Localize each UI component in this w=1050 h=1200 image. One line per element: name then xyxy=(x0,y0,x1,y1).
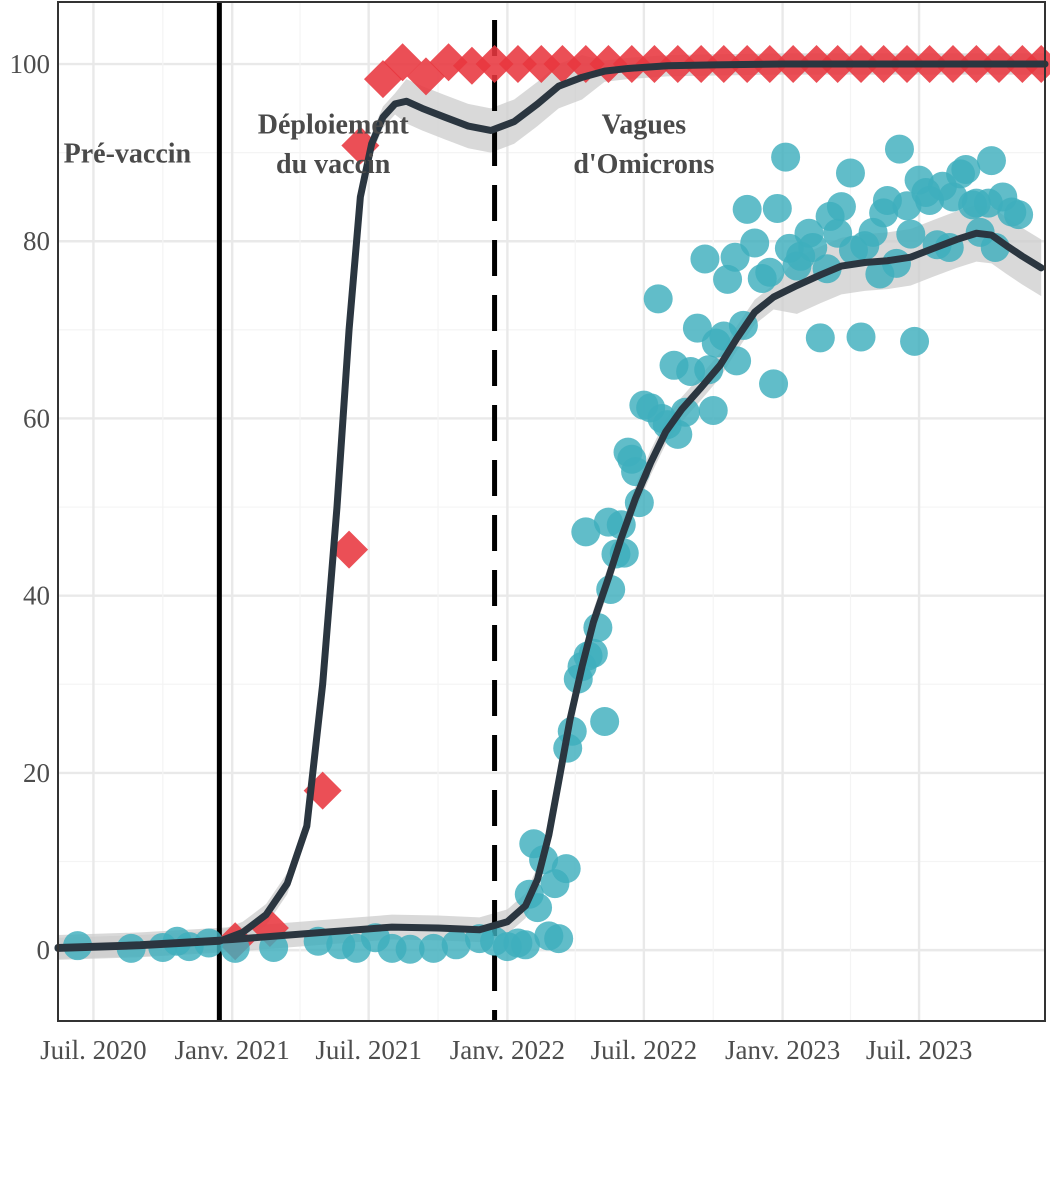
annotation-line: Déploiement xyxy=(258,110,410,141)
x-tick-label: Janv. 2023 xyxy=(725,1035,840,1065)
phase-annotations: Pré-vaccin Déploiement du vaccin Vagues d'Om… xyxy=(64,110,715,180)
circle-point xyxy=(395,934,425,964)
diamond-point xyxy=(612,45,651,84)
circle-point xyxy=(694,355,724,385)
circle-point xyxy=(732,194,762,224)
x-tick-label: Janv. 2021 xyxy=(175,1035,290,1065)
circle-point xyxy=(713,264,743,294)
y-tick-label: 80 xyxy=(23,226,50,256)
circle-point xyxy=(798,232,828,262)
circle-point xyxy=(441,930,471,960)
phase-dividers xyxy=(216,2,498,1021)
grid xyxy=(58,2,1045,1021)
circle-point xyxy=(590,707,620,737)
y-tick-label: 20 xyxy=(23,758,50,788)
x-tick-label: Juil. 2023 xyxy=(866,1035,973,1065)
data-points xyxy=(63,43,1050,964)
phase-annotation: Pré-vaccin xyxy=(64,138,192,169)
annotation-line: Pré-vaccin xyxy=(64,138,192,169)
diamond-point xyxy=(498,45,537,84)
circle-point xyxy=(805,323,835,353)
circle-point xyxy=(755,257,785,287)
circle-point xyxy=(835,158,865,188)
circle-point xyxy=(643,284,673,314)
circle-point xyxy=(698,395,728,425)
circle-point xyxy=(571,517,601,547)
circle-point xyxy=(551,854,581,884)
y-tick-label: 100 xyxy=(10,49,51,79)
circle-point xyxy=(544,924,574,954)
diamond-point xyxy=(475,45,514,84)
circle-point xyxy=(826,192,856,222)
annotation-line: d'Omicrons xyxy=(573,149,714,180)
circle-point xyxy=(762,193,792,223)
y-tick-label: 0 xyxy=(37,935,51,965)
trend-lines xyxy=(54,60,1049,952)
circle-point xyxy=(884,134,914,164)
x-tick-label: Juil. 2020 xyxy=(40,1035,147,1065)
diamond-point xyxy=(429,43,468,82)
circle-point xyxy=(896,219,926,249)
diamond-point xyxy=(330,530,369,569)
annotation-line: du vaccin xyxy=(276,149,391,180)
circle-point xyxy=(900,326,930,356)
axes: 0 20 40 60 80 100 Juil. 2020 Janv. 2021 Juil. 20… xyxy=(10,49,973,1065)
x-tick-label: Juil. 2021 xyxy=(315,1035,422,1065)
circle-point xyxy=(951,154,981,184)
x-tick-label: Janv. 2022 xyxy=(450,1035,565,1065)
circle-point xyxy=(846,322,876,352)
y-tick-label: 60 xyxy=(23,403,50,433)
trend-line xyxy=(54,60,1049,952)
phase-annotation: Déploiement du vaccin xyxy=(258,110,410,180)
circle-point xyxy=(976,146,1006,176)
circle-point xyxy=(510,930,540,960)
circle-point xyxy=(759,369,789,399)
diamond-point xyxy=(543,45,582,84)
phase-annotation: Vagues d'Omicrons xyxy=(573,110,714,180)
annotation-line: Vagues xyxy=(602,110,687,141)
trend-line xyxy=(54,229,1045,951)
circle-point xyxy=(771,142,801,172)
y-tick-label: 40 xyxy=(23,581,50,611)
diamond-point xyxy=(522,45,561,84)
diamond-point xyxy=(363,60,402,99)
circle-point xyxy=(690,244,720,274)
circle-point xyxy=(418,933,448,963)
diamond-point xyxy=(452,46,491,85)
plot-frame xyxy=(57,1,1046,1022)
circle-point xyxy=(1004,200,1034,230)
x-tick-label: Juil. 2022 xyxy=(591,1035,698,1065)
circle-point xyxy=(740,228,770,258)
